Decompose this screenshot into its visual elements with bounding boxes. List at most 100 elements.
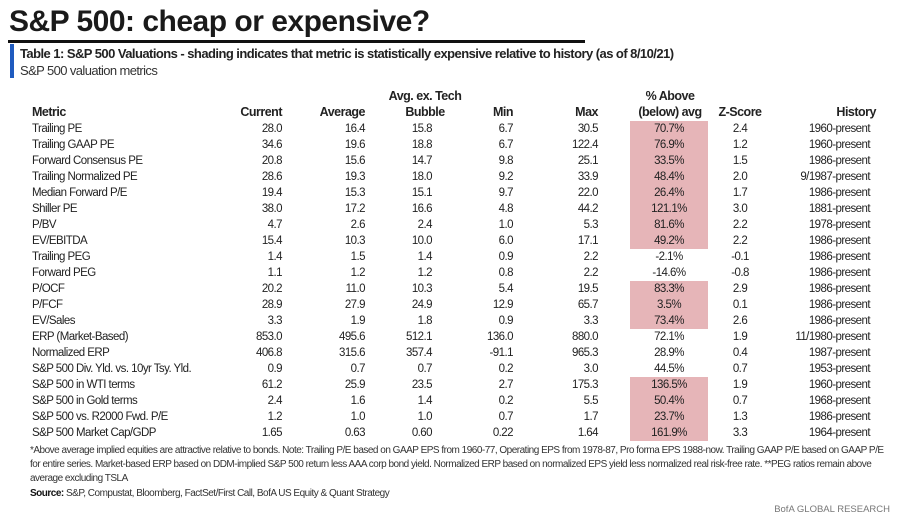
cell-min: 2.7 <box>498 379 514 391</box>
title-divider <box>8 40 585 43</box>
cell-z: 2.4 <box>732 123 748 135</box>
cell-bubble: 357.4 <box>405 347 433 359</box>
cell-bubble: 18.8 <box>411 139 433 151</box>
cell-max: 965.3 <box>571 347 599 359</box>
cell-average: 1.6 <box>350 395 366 407</box>
cell-z: 1.2 <box>732 139 748 151</box>
cell-min: 0.2 <box>498 395 514 407</box>
cell-max: 44.2 <box>577 203 599 215</box>
cell-bubble: 1.4 <box>417 395 433 407</box>
cell-min: 4.8 <box>498 203 514 215</box>
header-metric: Metric <box>32 105 66 119</box>
cell-pct: 48.4% <box>654 171 684 183</box>
cell-bubble: 1.4 <box>417 251 433 263</box>
cell-pct: 26.4% <box>654 187 684 199</box>
cell-current: 1.1 <box>267 267 283 279</box>
cell-current: 3.3 <box>267 315 283 327</box>
cell-bubble: 15.8 <box>411 123 433 135</box>
cell-current: 2.4 <box>267 395 283 407</box>
cell-average: 15.6 <box>344 155 366 167</box>
cell-current: 28.0 <box>261 123 283 135</box>
cell-max: 5.3 <box>583 219 599 231</box>
header-history: History <box>836 105 876 119</box>
cell-metric: Trailing PE <box>32 123 82 135</box>
cell-average: 1.5 <box>350 251 366 263</box>
cell-min: 9.7 <box>498 187 514 199</box>
cell-metric: Forward PEG <box>32 267 96 279</box>
cell-metric: S&P 500 Market Cap/GDP <box>32 427 156 439</box>
cell-history: 1986-present <box>808 315 871 327</box>
cell-metric: Trailing PEG <box>32 251 91 263</box>
table-title: Table 1: S&P 500 Valuations - shading in… <box>20 46 674 61</box>
cell-pct: -14.6% <box>652 267 686 279</box>
cell-average: 27.9 <box>344 299 366 311</box>
cell-pct: 44.5% <box>654 363 684 375</box>
cell-max: 19.5 <box>577 283 599 295</box>
cell-max: 17.1 <box>577 235 599 247</box>
cell-current: 19.4 <box>261 187 283 199</box>
cell-average: 19.3 <box>344 171 366 183</box>
cell-z: 2.6 <box>732 315 748 327</box>
cell-history: 1986-present <box>808 411 871 423</box>
cell-bubble: 18.0 <box>411 171 433 183</box>
footnote: *Above average implied equities are attr… <box>30 445 884 484</box>
cell-max: 30.5 <box>577 123 599 135</box>
cell-history: 1986-present <box>808 251 871 263</box>
cell-metric: P/OCF <box>32 283 65 295</box>
cell-history: 1953-present <box>808 363 871 375</box>
expensive-shading <box>630 121 708 249</box>
cell-min: -91.1 <box>489 347 514 359</box>
cell-pct: 70.7% <box>654 123 684 135</box>
expensive-shading <box>630 377 708 441</box>
cell-average: 17.2 <box>344 203 366 215</box>
cell-history: 1986-present <box>808 235 871 247</box>
cell-pct: 49.2% <box>654 235 684 247</box>
cell-bubble: 16.6 <box>411 203 433 215</box>
cell-average: 15.3 <box>344 187 366 199</box>
cell-metric: S&P 500 vs. R2000 Fwd. P/E <box>32 411 168 423</box>
cell-metric: Median Forward P/E <box>32 187 127 199</box>
cell-max: 22.0 <box>577 187 599 199</box>
cell-current: 0.9 <box>267 363 283 375</box>
cell-z: 2.2 <box>732 235 748 247</box>
cell-max: 3.3 <box>583 315 599 327</box>
cell-average: 315.6 <box>338 347 366 359</box>
cell-metric: S&P 500 in Gold terms <box>32 395 138 407</box>
cell-max: 2.2 <box>583 267 599 279</box>
cell-metric: Trailing Normalized PE <box>32 171 138 183</box>
cell-z: 2.2 <box>732 219 748 231</box>
cell-pct: 33.5% <box>654 155 684 167</box>
cell-z: 2.9 <box>732 283 748 295</box>
cell-max: 3.0 <box>583 363 599 375</box>
header-pct: (below) avg <box>638 105 702 119</box>
cell-z: -0.1 <box>731 251 749 263</box>
cell-average: 1.0 <box>350 411 366 423</box>
cell-min: 0.22 <box>492 427 514 439</box>
cell-current: 28.9 <box>261 299 283 311</box>
brand-logo: BofA GLOBAL RESEARCH <box>774 504 890 515</box>
cell-pct: -2.1% <box>655 251 683 263</box>
cell-z: 0.4 <box>732 347 748 359</box>
cell-history: 1881-present <box>808 203 871 215</box>
cell-max: 1.64 <box>577 427 599 439</box>
cell-average: 1.9 <box>350 315 366 327</box>
cell-bubble: 14.7 <box>411 155 433 167</box>
cell-current: 1.2 <box>267 411 283 423</box>
cell-history: 1960-present <box>808 379 871 391</box>
cell-z: 0.1 <box>732 299 748 311</box>
cell-pct: 83.3% <box>654 283 684 295</box>
cell-current: 853.0 <box>255 331 283 343</box>
cell-current: 28.6 <box>261 171 283 183</box>
cell-pct: 50.4% <box>654 395 684 407</box>
cell-z: 1.3 <box>732 411 748 423</box>
source-text: S&P, Compustat, Bloomberg, FactSet/First… <box>63 488 390 499</box>
cell-max: 65.7 <box>577 299 599 311</box>
cell-z: 0.7 <box>732 363 748 375</box>
cell-max: 5.5 <box>583 395 599 407</box>
header-max: Max <box>575 105 598 119</box>
cell-bubble: 2.4 <box>417 219 433 231</box>
cell-metric: Normalized ERP <box>32 347 110 359</box>
cell-z: 3.0 <box>732 203 748 215</box>
cell-pct: 161.9% <box>651 427 687 439</box>
cell-min: 12.9 <box>492 299 514 311</box>
